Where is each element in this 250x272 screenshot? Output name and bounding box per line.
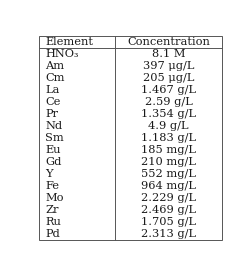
Text: 1.183 g/L: 1.183 g/L — [140, 133, 195, 143]
Text: Ce: Ce — [45, 97, 60, 107]
Text: Mo: Mo — [45, 193, 63, 203]
Text: 210 mg/L: 210 mg/L — [140, 157, 195, 167]
Text: 4.9 g/L: 4.9 g/L — [148, 121, 188, 131]
Text: 185 mg/L: 185 mg/L — [140, 145, 195, 155]
Text: Pd: Pd — [45, 229, 60, 239]
Text: 2.313 g/L: 2.313 g/L — [140, 229, 195, 239]
Text: HNO₃: HNO₃ — [45, 49, 78, 59]
Text: 1.354 g/L: 1.354 g/L — [140, 109, 195, 119]
Text: Nd: Nd — [45, 121, 62, 131]
Text: Y: Y — [45, 169, 52, 179]
Text: 8.1 M: 8.1 M — [151, 49, 184, 59]
Text: 2.229 g/L: 2.229 g/L — [140, 193, 195, 203]
Text: 397 μg/L: 397 μg/L — [142, 61, 194, 71]
Text: Element: Element — [45, 37, 92, 47]
Text: Zr: Zr — [45, 205, 58, 215]
Text: La: La — [45, 85, 59, 95]
Text: 1.705 g/L: 1.705 g/L — [140, 217, 195, 227]
Text: 964 mg/L: 964 mg/L — [140, 181, 195, 191]
Text: 552 mg/L: 552 mg/L — [140, 169, 195, 179]
Text: Cm: Cm — [45, 73, 64, 83]
Text: 2.469 g/L: 2.469 g/L — [140, 205, 195, 215]
Text: Concentration: Concentration — [126, 37, 209, 47]
Text: Am: Am — [45, 61, 64, 71]
Text: Pr: Pr — [45, 109, 58, 119]
Text: 2.59 g/L: 2.59 g/L — [144, 97, 192, 107]
Text: Eu: Eu — [45, 145, 60, 155]
Text: Fe: Fe — [45, 181, 59, 191]
Text: 1.467 g/L: 1.467 g/L — [140, 85, 195, 95]
Text: Gd: Gd — [45, 157, 61, 167]
Text: 205 μg/L: 205 μg/L — [142, 73, 194, 83]
Text: Ru: Ru — [45, 217, 60, 227]
Text: Sm: Sm — [45, 133, 64, 143]
